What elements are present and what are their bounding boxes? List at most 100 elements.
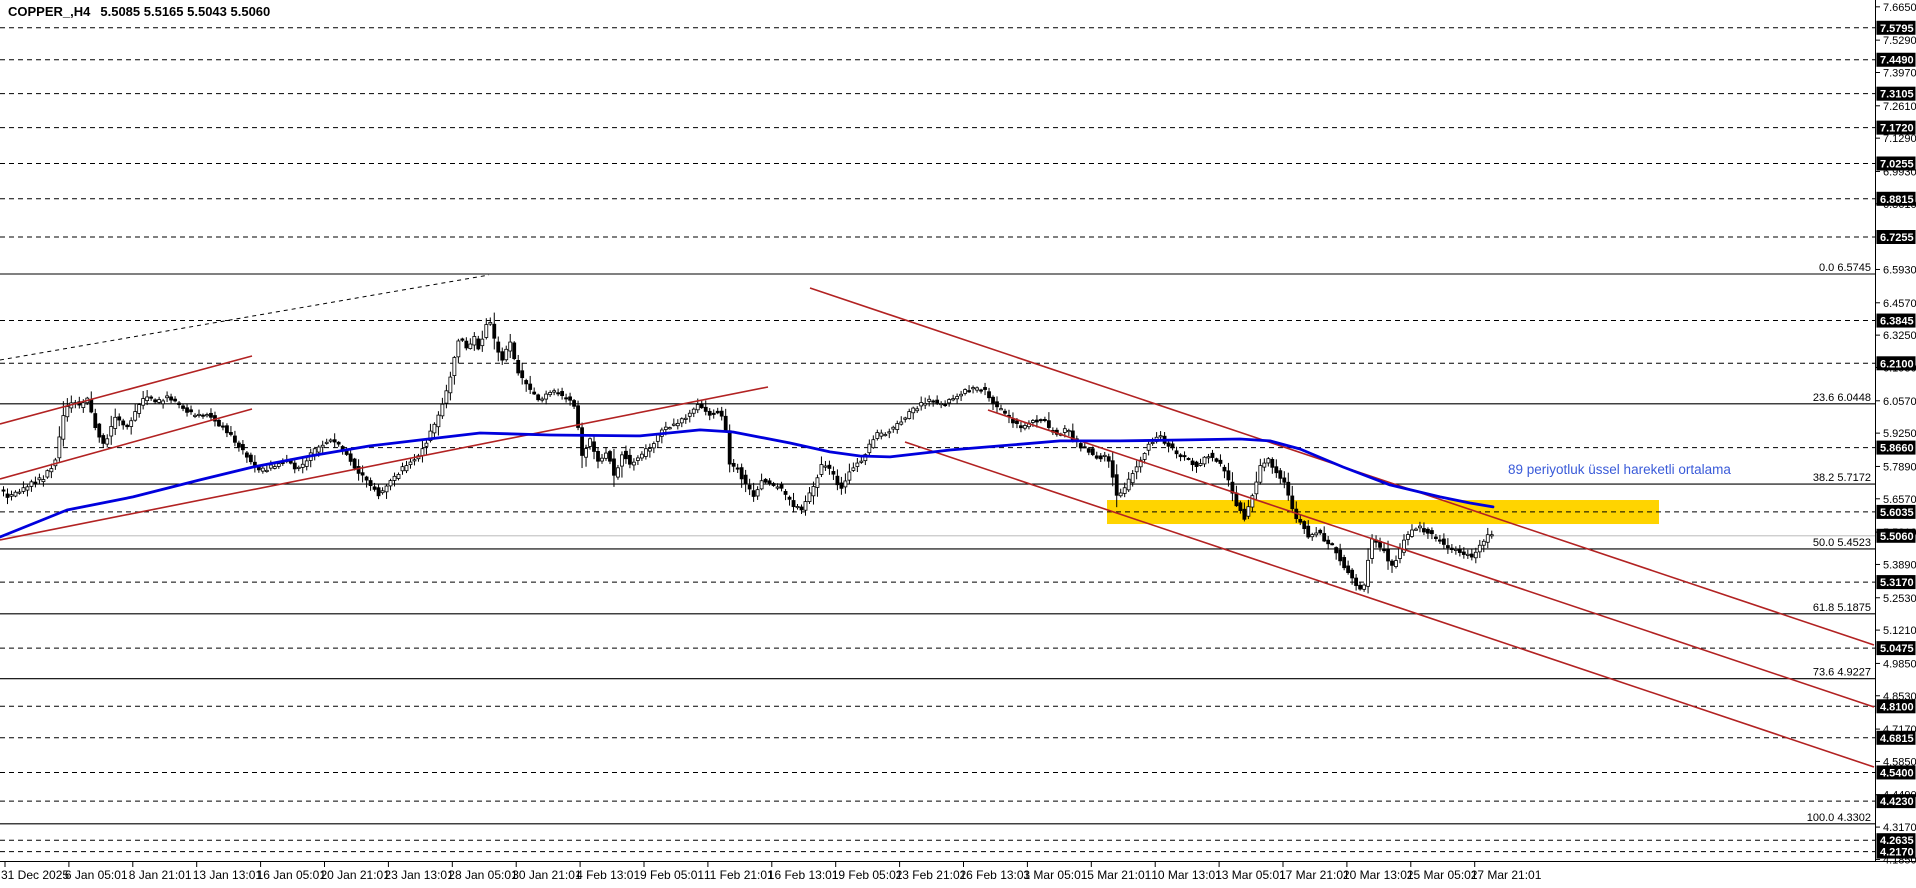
candle-body-down	[596, 451, 600, 462]
candle-body-down	[763, 478, 768, 483]
trendline-descending-channel-lower[interactable]	[904, 441, 1875, 768]
candle-body-up	[37, 477, 42, 481]
candle-body-down	[1382, 548, 1386, 552]
candle-body-down	[252, 461, 257, 466]
candle-body-up	[823, 465, 828, 468]
price-tick-label: 6.3250	[1883, 330, 1916, 342]
fibonacci-level-label: 23.6 6.0448	[1813, 392, 1871, 404]
candle-body-up	[1485, 534, 1490, 543]
candle-body-down	[628, 454, 632, 465]
candle-body-up	[911, 407, 916, 414]
time-tick-label: 30 Jan 21:01	[512, 868, 582, 882]
candle-body-down	[699, 403, 704, 409]
candle-body-down	[1354, 577, 1359, 586]
candle-body-down	[177, 402, 181, 405]
time-tick-label: 26 Feb 13:01	[960, 868, 1031, 882]
candle-body-up	[600, 457, 604, 462]
candle-body-up	[847, 471, 852, 481]
time-tick-label: 6 Jan 05:01	[65, 868, 128, 882]
candle-body-down	[1178, 454, 1183, 458]
candle-body-down	[1278, 470, 1283, 479]
price-level-badge	[1876, 504, 1916, 519]
time-tick-label: 11 Feb 21:01	[704, 868, 774, 882]
candle-body-down	[1170, 443, 1175, 449]
candle-body-up	[193, 414, 197, 417]
time-tick-label: 4 Feb 13:01	[576, 868, 640, 882]
candle-body-down	[783, 491, 788, 495]
candle-body-up	[955, 396, 960, 400]
candle-body-down	[217, 419, 221, 427]
fibonacci-level-label: 73.6 4.9227	[1813, 667, 1871, 679]
candle-body-up	[588, 438, 592, 447]
candle-body-down	[244, 452, 249, 458]
candle-body-down	[1298, 519, 1303, 523]
candle-body-down	[1086, 448, 1091, 453]
candle-body-down	[89, 399, 94, 413]
candle-body-up	[316, 446, 321, 453]
candle-body-up	[472, 336, 477, 346]
candle-body-down	[612, 458, 616, 476]
candle-body-up	[388, 480, 393, 487]
candle-body-up	[999, 408, 1003, 411]
time-tick-label: 20 Jan 21:01	[321, 868, 391, 882]
candle-body-up	[947, 399, 952, 404]
time-tick-label: 13 Mar 05:01	[1215, 868, 1286, 882]
time-tick-label: 25 Mar 05:01	[1407, 868, 1478, 882]
candle-body-up	[272, 466, 277, 469]
candle-body-down	[703, 406, 708, 412]
candle-body-up	[264, 469, 269, 472]
price-tick-label: 5.2530	[1883, 593, 1916, 605]
candle-body-down	[173, 398, 177, 402]
price-tick-label: 7.5290	[1883, 35, 1916, 47]
trendline-ascending-support-long[interactable]	[0, 386, 769, 541]
price-level-badge	[1876, 230, 1916, 245]
candle-body-down	[1166, 442, 1171, 447]
candle-body-up	[548, 391, 553, 396]
candle-body-down	[240, 444, 245, 451]
trendline-descending-channel-mid[interactable]	[987, 409, 1875, 708]
time-tick-label: 28 Jan 05:01	[448, 868, 518, 882]
price-tick-label: 6.0570	[1883, 396, 1916, 408]
price-level-badge	[1876, 440, 1916, 455]
ema-89-line	[0, 428, 1495, 539]
candle-body-up	[105, 438, 110, 445]
candle-body-down	[1434, 536, 1438, 539]
candle-body-down	[169, 396, 173, 401]
candle-body-down	[987, 391, 991, 399]
candle-body-down	[1046, 420, 1051, 428]
candle-body-up	[448, 376, 453, 394]
candle-body-down	[500, 351, 505, 361]
candle-body-up	[807, 492, 812, 503]
candle-body-down	[1430, 530, 1434, 535]
candle-body-up	[695, 404, 700, 411]
candle-body-down	[1426, 528, 1430, 534]
trendline-ascending-channel-upper[interactable]	[0, 355, 253, 425]
price-level-badge	[1876, 641, 1916, 656]
price-tick-label: 5.3890	[1883, 559, 1916, 571]
candle-body-down	[719, 410, 724, 417]
candle-body-down	[1182, 455, 1187, 458]
candle-body-down	[743, 474, 748, 484]
price-badge-label: 4.5400	[1880, 767, 1914, 779]
candle-body-up	[1402, 539, 1406, 553]
trendline-ascending-channel-lower[interactable]	[0, 408, 253, 480]
candle-body-down	[1094, 455, 1099, 459]
candle-body-down	[516, 359, 521, 374]
candle-body-up	[9, 494, 14, 497]
candle-body-up	[1206, 456, 1211, 459]
candle-body-down	[528, 383, 533, 390]
candle-body-up	[803, 501, 808, 511]
candle-body-up	[488, 322, 493, 325]
candle-body-down	[1306, 525, 1311, 538]
price-scale-axis[interactable]: 7.66507.52907.39707.26107.12906.99306.86…	[1875, 2, 1916, 867]
candle-body-down	[121, 420, 126, 426]
candle-body-down	[1286, 481, 1291, 496]
candle-body-down	[1042, 419, 1047, 422]
candle-body-down	[1290, 495, 1295, 510]
candle-body-down	[1210, 452, 1215, 458]
candle-body-up	[915, 408, 920, 412]
candle-body-down	[1078, 443, 1083, 449]
candle-body-down	[117, 416, 122, 421]
